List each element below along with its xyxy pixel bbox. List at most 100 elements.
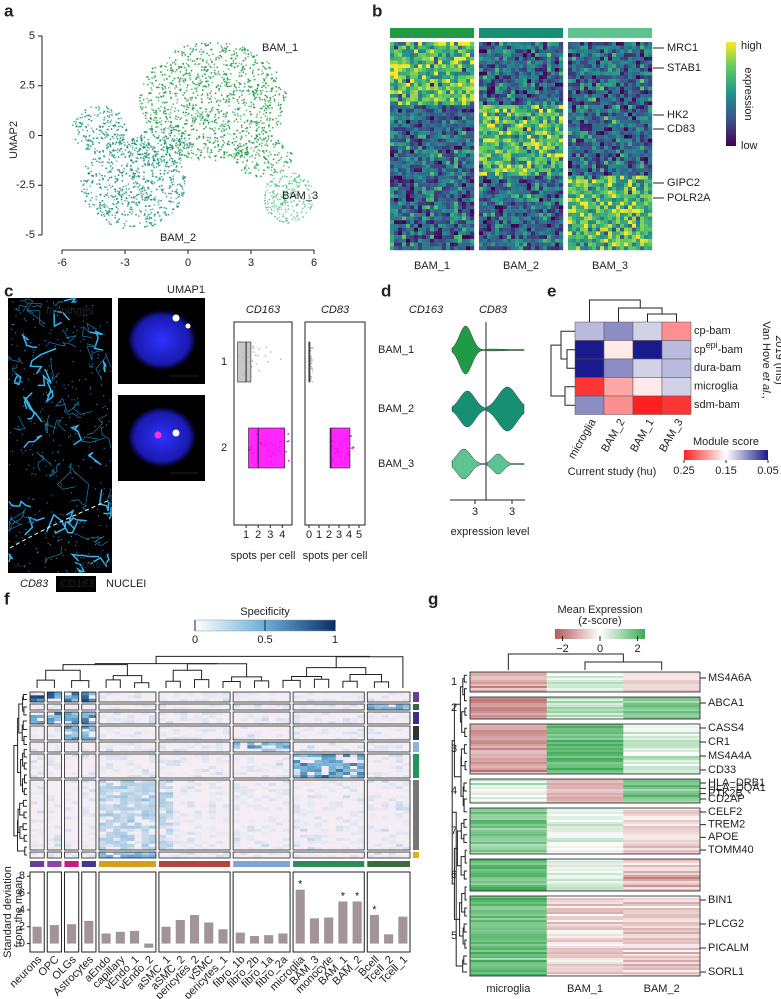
- cluster-label: BAM_1: [262, 42, 298, 54]
- heatmap-cell: [523, 61, 527, 65]
- heatmap-cell: [450, 235, 454, 239]
- heatmap-cell: [470, 116, 474, 120]
- heatmap-cell: [539, 198, 543, 202]
- umap-point: [279, 213, 281, 215]
- umap-point: [226, 100, 228, 102]
- umap-point: [248, 53, 250, 55]
- heatmap-cell: [515, 235, 519, 239]
- heatmap-cell: [442, 179, 446, 183]
- heatmap-cell: [398, 57, 402, 61]
- heatmap-cell: [531, 231, 535, 235]
- umap-point: [260, 90, 262, 92]
- umap-point: [236, 55, 238, 57]
- heatmap-cell: [430, 142, 434, 146]
- heatmap-cell: [479, 139, 483, 143]
- heatmap-cell: [539, 217, 543, 221]
- umap-point: [140, 145, 142, 147]
- umap-point: [114, 176, 116, 178]
- heatmap-cell: [422, 109, 426, 113]
- umap-point: [125, 185, 127, 187]
- heatmap-cell: [535, 75, 539, 79]
- umap-point: [271, 213, 273, 215]
- heatmap-cell: [559, 49, 563, 53]
- umap-point: [143, 187, 145, 189]
- umap-point: [158, 108, 160, 110]
- heatmap-cell: [539, 220, 543, 224]
- heatmap-cell: [572, 220, 576, 224]
- heatmap-cell: [479, 57, 483, 61]
- umap-point: [200, 155, 202, 157]
- umap-point: [147, 102, 149, 104]
- heatmap-cell: [418, 127, 422, 131]
- heatmap-cell: [555, 220, 559, 224]
- heatmap-cell: [450, 246, 454, 250]
- heatmap-cell: [402, 79, 406, 83]
- umap-point: [195, 154, 197, 156]
- umap-point: [151, 222, 153, 224]
- umap-point: [196, 88, 198, 90]
- umap-point: [154, 72, 156, 74]
- umap-point: [152, 110, 154, 112]
- umap-point: [280, 104, 282, 106]
- umap-point: [81, 117, 83, 119]
- umap-point: [192, 109, 194, 111]
- umap-point: [241, 126, 243, 128]
- umap-point: [282, 176, 284, 178]
- heatmap-cell: [450, 217, 454, 221]
- umap-point: [134, 175, 136, 177]
- heatmap-cell: [470, 220, 474, 224]
- umap-point: [273, 158, 275, 160]
- heatmap-cell: [446, 142, 450, 146]
- umap-point: [183, 145, 185, 147]
- heatmap-cell: [499, 83, 503, 87]
- heatmap-cell: [499, 150, 503, 154]
- heatmap-cell: [446, 90, 450, 94]
- heatmap-cell: [555, 46, 559, 50]
- umap-point: [222, 140, 224, 142]
- heatmap-cell: [390, 157, 394, 161]
- umap-point: [102, 212, 104, 214]
- heatmap-cell: [410, 53, 414, 57]
- umap-point: [218, 111, 220, 113]
- umap-point: [154, 182, 156, 184]
- heatmap-cell: [466, 246, 470, 250]
- heatmap-cell: [462, 187, 466, 191]
- heatmap-cell: [410, 113, 414, 117]
- heatmap-cell: [418, 205, 422, 209]
- heatmap-cell: [418, 72, 422, 76]
- umap-point: [116, 203, 118, 205]
- heatmap-cell: [503, 75, 507, 79]
- umap-point: [117, 201, 119, 203]
- umap-point: [284, 175, 286, 177]
- heatmap-cell: [479, 246, 483, 250]
- umap-point: [270, 154, 272, 156]
- heatmap-cell: [414, 224, 418, 228]
- heatmap-cell: [491, 179, 495, 183]
- heatmap: [390, 28, 652, 250]
- heatmap-cell: [539, 165, 543, 169]
- heatmap-cell: [511, 194, 515, 198]
- umap-point: [91, 175, 93, 177]
- umap-point: [146, 225, 148, 227]
- umap-point: [115, 191, 117, 193]
- umap-point: [144, 199, 146, 201]
- heatmap-cell: [426, 64, 430, 68]
- heatmap-cell: [446, 135, 450, 139]
- umap-point: [246, 146, 248, 148]
- umap-point: [193, 92, 195, 94]
- umap-point: [197, 94, 199, 96]
- heatmap-cell: [499, 172, 503, 176]
- heatmap-cell: [406, 183, 410, 187]
- heatmap-cell: [414, 205, 418, 209]
- umap-point: [175, 118, 177, 120]
- heatmap-cell: [458, 209, 462, 213]
- heatmap-cell: [454, 142, 458, 146]
- umap-point: [96, 150, 98, 152]
- heatmap-cell: [499, 109, 503, 113]
- heatmap-cell: [462, 68, 466, 72]
- heatmap-cell: [470, 87, 474, 91]
- umap-point: [234, 157, 236, 159]
- umap-point: [273, 210, 275, 212]
- heatmap-cell: [551, 198, 555, 202]
